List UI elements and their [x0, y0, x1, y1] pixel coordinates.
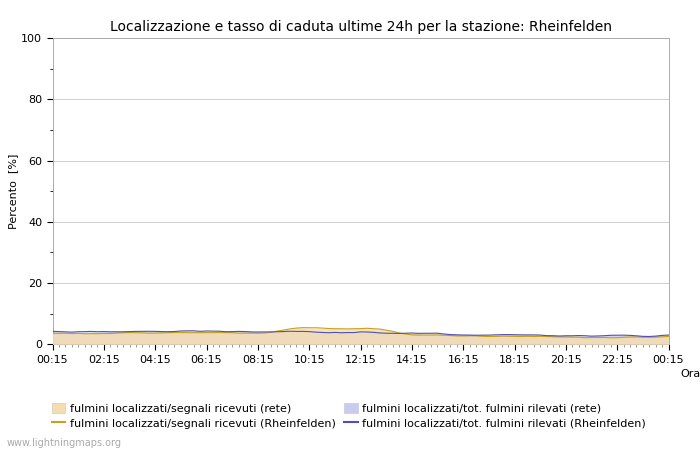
Legend: fulmini localizzati/segnali ricevuti (rete), fulmini localizzati/segnali ricevut: fulmini localizzati/segnali ricevuti (re… [52, 403, 646, 429]
Text: www.lightningmaps.org: www.lightningmaps.org [7, 438, 122, 448]
Y-axis label: Percento  [%]: Percento [%] [8, 153, 18, 229]
Text: Orario: Orario [681, 369, 700, 379]
Title: Localizzazione e tasso di caduta ultime 24h per la stazione: Rheinfelden: Localizzazione e tasso di caduta ultime … [109, 20, 612, 34]
